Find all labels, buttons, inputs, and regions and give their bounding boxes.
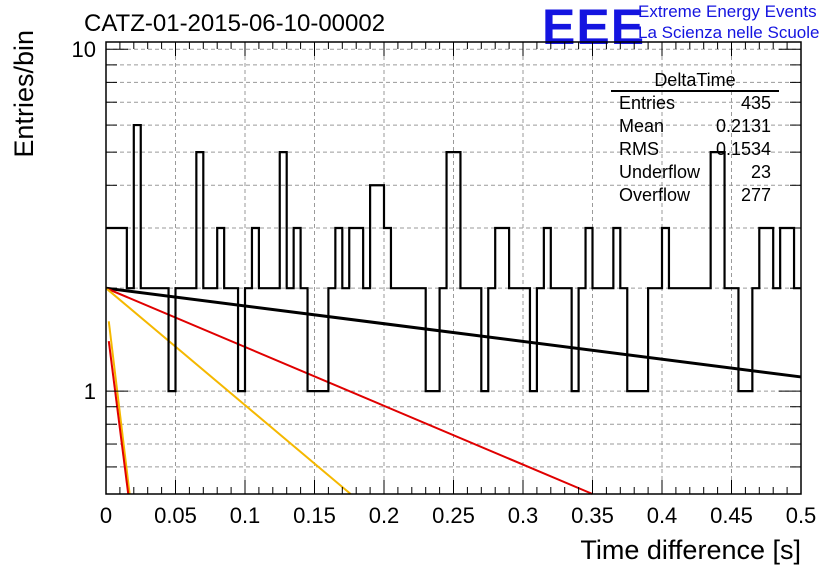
fit-line xyxy=(105,286,802,379)
fit-line xyxy=(105,287,352,495)
x-tick-labels: 0 0.05 0.1 0.15 0.2 0.25 0.3 0.35 0.4 0.45 0.5 xyxy=(100,503,816,528)
fit-curves xyxy=(105,286,802,495)
x-tick-label: 0.15 xyxy=(293,503,336,528)
stats-value: 435 xyxy=(740,93,771,113)
stats-label: Mean xyxy=(619,116,665,136)
stats-box: DeltaTime Entries 435 Mean 0.2131 RMS 0.1534 U… xyxy=(611,68,779,207)
x-tick-label: 0.1 xyxy=(230,503,261,528)
stats-label: Underflow xyxy=(619,162,701,182)
fit-line xyxy=(105,287,593,495)
x-tick-label: 0 xyxy=(100,503,112,528)
x-tick-label: 0.25 xyxy=(432,503,475,528)
x-tick-label: 0.3 xyxy=(508,503,539,528)
x-tick-label: 0.5 xyxy=(786,503,817,528)
y-tick-label: 10 xyxy=(72,37,96,62)
stats-value: 0.2131 xyxy=(715,116,771,136)
x-tick-label: 0.2 xyxy=(369,503,400,528)
x-axis-label: Time difference [s] xyxy=(580,535,801,565)
fit-line xyxy=(107,341,130,495)
eee-logo: EEE xyxy=(542,0,646,55)
stats-label: RMS xyxy=(619,139,659,159)
fit-line xyxy=(107,321,131,495)
stats-value: 277 xyxy=(740,185,771,205)
stats-row: RMS 0.1534 xyxy=(611,138,779,161)
logo-line-1: Extreme Energy Events xyxy=(638,2,817,21)
chart-title: CATZ-01-2015-06-10-00002 xyxy=(84,10,386,37)
stats-row: Overflow 277 xyxy=(611,184,779,207)
stats-row: Mean 0.2131 xyxy=(611,115,779,138)
x-tick-label: 0.05 xyxy=(154,503,197,528)
stats-label: Entries xyxy=(619,93,676,113)
logo-line-2: La Scienza nelle Scuole xyxy=(638,23,820,42)
grid xyxy=(106,42,801,494)
stats-row: Entries 435 xyxy=(611,92,779,115)
stats-row: Underflow 23 xyxy=(611,161,779,184)
histogram-line xyxy=(106,123,801,393)
x-tick-label: 0.4 xyxy=(647,503,678,528)
stats-value: 0.1534 xyxy=(715,139,771,159)
stats-label: Overflow xyxy=(619,185,691,205)
stats-title: DeltaTime xyxy=(611,68,779,92)
stats-value: 23 xyxy=(750,162,771,182)
y-tick-labels: 1 10 xyxy=(72,37,96,404)
y-axis-label: Entries/bin xyxy=(9,30,39,158)
x-tick-label: 0.45 xyxy=(710,503,753,528)
axis-ticks xyxy=(105,42,802,494)
y-tick-label: 1 xyxy=(84,379,96,404)
x-tick-label: 0.35 xyxy=(571,503,614,528)
